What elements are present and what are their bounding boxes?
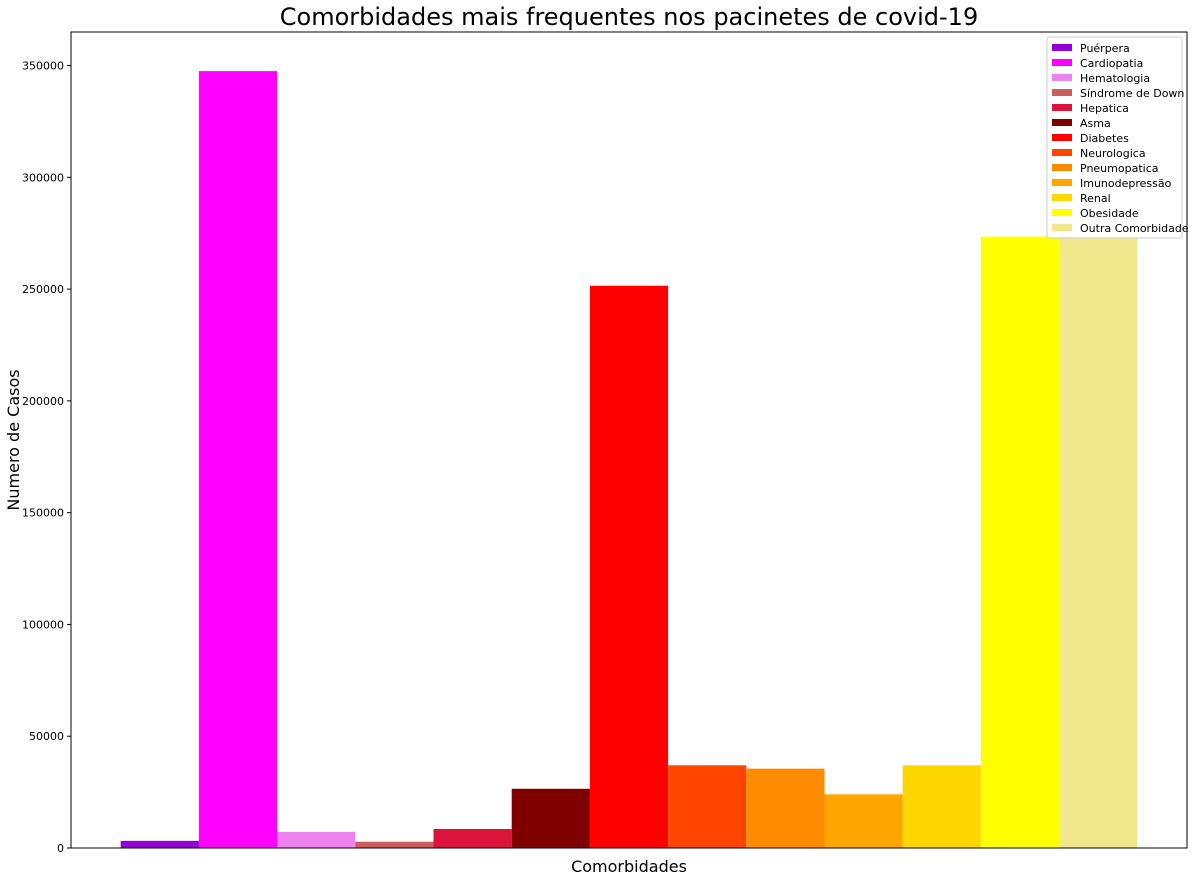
legend-swatch — [1052, 44, 1072, 51]
y-tick-label: 0 — [57, 842, 64, 855]
legend-entry: Cardiopatia — [1080, 57, 1143, 70]
legend: Puérpera Cardiopatia Hematologia Síndrome d… — [1046, 36, 1189, 239]
bar-3 — [277, 831, 356, 848]
legend-box — [1046, 36, 1183, 239]
legend-swatch — [1052, 134, 1072, 141]
chart-title: Comorbidades mais frequentes nos pacinet… — [280, 3, 978, 31]
legend-entry: Síndrome de Down — [1080, 87, 1184, 100]
legend-entry: Hematologia — [1080, 72, 1150, 85]
y-tick-label: 300000 — [22, 171, 64, 184]
legend-swatch — [1052, 194, 1072, 201]
axes-frame — [70, 31, 1188, 849]
legend-entry: Diabetes — [1080, 132, 1129, 145]
y-tick-label: 50000 — [29, 730, 64, 743]
bar-12 — [980, 236, 1060, 848]
legend-swatch — [1052, 104, 1072, 111]
y-tick-label: 150000 — [22, 507, 64, 520]
legend-entry: Pneumopatica — [1080, 162, 1158, 175]
legend-swatch — [1052, 164, 1072, 171]
bar-10 — [824, 794, 903, 848]
legend-swatch — [1052, 149, 1072, 156]
legend-entry: Obesidade — [1080, 207, 1139, 220]
y-tick-label: 250000 — [22, 283, 64, 296]
y-axis-label: Numero de Casos — [4, 369, 23, 510]
bar-5 — [433, 829, 512, 848]
x-axis-label: Comorbidades — [571, 857, 687, 876]
legend-entry: Imunodepressão — [1080, 177, 1172, 190]
legend-swatch — [1052, 59, 1072, 66]
legend-entry: Renal — [1080, 192, 1111, 205]
y-tick-label: 350000 — [22, 60, 64, 73]
legend-swatch — [1052, 89, 1072, 96]
legend-entry: Outra Comorbidade — [1080, 222, 1189, 235]
legend-swatch — [1052, 224, 1072, 231]
bar-11 — [902, 765, 981, 848]
bar-2 — [198, 71, 278, 849]
bar-13 — [1059, 236, 1138, 848]
bar-7 — [589, 285, 669, 848]
y-tick-label: 100000 — [22, 618, 64, 631]
legend-entry: Hepatica — [1080, 102, 1129, 115]
legend-entry: Asma — [1080, 117, 1111, 130]
bar-1 — [120, 840, 199, 848]
bar-4 — [355, 841, 434, 848]
y-axis: 0 50000 100000 150000 200000 250000 300000 3500… — [22, 60, 71, 855]
legend-swatch — [1052, 209, 1072, 216]
bars-group — [120, 71, 1138, 849]
bar-8 — [668, 765, 747, 848]
legend-entry: Neurologica — [1080, 147, 1146, 160]
legend-swatch — [1052, 74, 1072, 81]
y-tick-label: 200000 — [22, 395, 64, 408]
legend-entry: Puérpera — [1080, 42, 1130, 55]
legend-swatch — [1052, 119, 1072, 126]
bar-6 — [511, 788, 590, 848]
bar-9 — [746, 768, 825, 848]
legend-swatch — [1052, 179, 1072, 186]
